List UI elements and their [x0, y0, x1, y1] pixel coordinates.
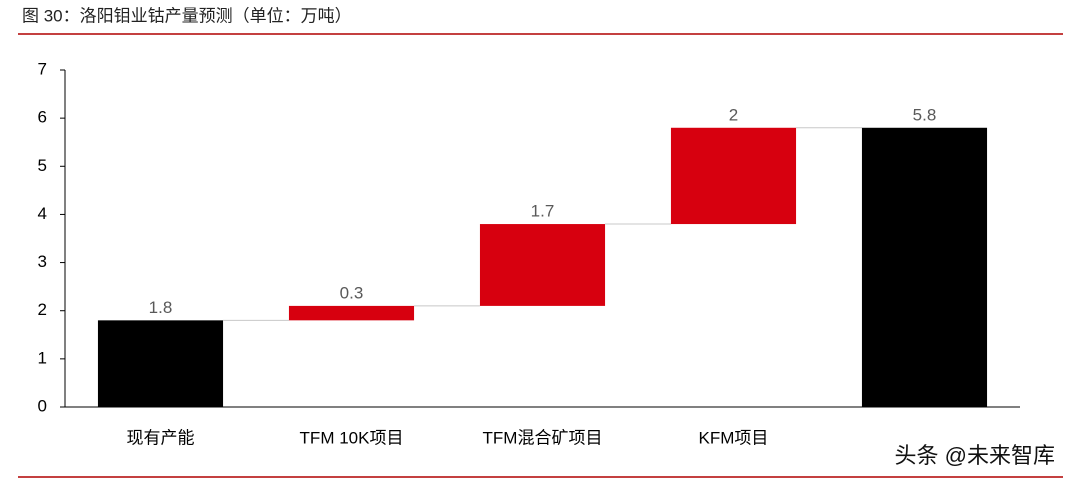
y-tick-label: 5	[38, 156, 47, 175]
bar	[861, 127, 988, 408]
value-label: 2	[729, 105, 738, 124]
y-tick-label: 3	[38, 252, 47, 271]
bar	[97, 320, 224, 407]
bar	[288, 305, 415, 321]
y-tick-label: 1	[38, 348, 47, 367]
y-tick-label: 0	[38, 396, 47, 415]
y-tick-label: 6	[38, 108, 47, 127]
bar	[670, 127, 797, 225]
x-tick-label: TFM 10K项目	[300, 428, 404, 447]
value-label: 0.3	[340, 283, 364, 302]
x-tick-label: KFM项目	[699, 428, 769, 447]
x-tick-label: TFM混合矿项目	[483, 428, 603, 447]
bar	[479, 224, 606, 306]
y-tick-label: 4	[38, 204, 47, 223]
value-label: 1.8	[149, 298, 173, 317]
x-tick-label: 现有产能	[127, 428, 195, 447]
y-tick-label: 7	[38, 59, 47, 78]
y-tick-label: 2	[38, 300, 47, 319]
value-label: 5.8	[913, 105, 937, 124]
chart-title: 图 30：洛阳钼业钴产量预测（单位：万吨）	[22, 6, 352, 25]
watermark: 头条 @未来智库	[895, 443, 1055, 468]
value-label: 1.7	[531, 202, 555, 221]
